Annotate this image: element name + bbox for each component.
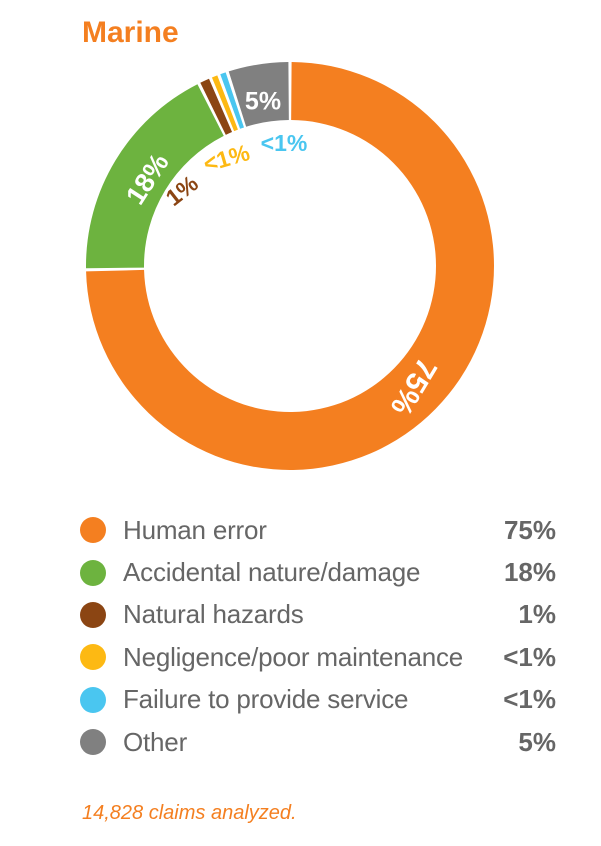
legend-item-failure-to-provide-service: Failure to provide service <1%: [80, 679, 556, 721]
legend-item-accidental-nature-damage: Accidental nature/damage 18%: [80, 551, 556, 593]
slice-negligence-poor-maintenance: [211, 75, 238, 132]
legend-swatch: [80, 559, 106, 586]
legend-label: Natural hazards: [123, 599, 304, 630]
donut-slices: [86, 62, 494, 471]
slice-failure-to-provide-service: [220, 72, 244, 129]
legend-item-negligence-poor-maintenance: Negligence/poor maintenance <1%: [80, 636, 556, 678]
slice-label-failure-to-provide-service: <1%: [261, 130, 308, 156]
legend-label: Accidental nature/damage: [123, 557, 421, 588]
legend-value: <1%: [503, 684, 556, 715]
legend-item-natural-hazards: Natural hazards 1%: [80, 594, 556, 636]
legend-label: Negligence/poor maintenance: [123, 641, 464, 672]
legend-item-human-error: Human error 75%: [80, 509, 556, 551]
legend-swatch: [80, 644, 106, 671]
legend-swatch: [80, 729, 106, 756]
legend-label: Failure to provide service: [123, 684, 409, 715]
legend-swatch: [80, 601, 106, 628]
legend-value: 75%: [503, 514, 556, 545]
legend-value: 18%: [503, 557, 556, 588]
legend-value: 5%: [518, 726, 556, 757]
slice-natural-hazards: [200, 78, 233, 135]
chart-legend: Human error 75% Accidental nature/damage 18…: [80, 509, 556, 763]
legend-item-other: Other 5%: [80, 721, 556, 763]
chart-title: Marine: [82, 16, 179, 49]
footnote: 14,828 claims analyzed.: [82, 802, 297, 824]
legend-swatch: [80, 517, 106, 544]
legend-label: Human error: [123, 514, 267, 545]
slice-label-other: 5%: [245, 88, 281, 116]
donut-chart: 75%18%1%<1% <1%5%: [86, 62, 494, 471]
legend-value: 1%: [518, 599, 556, 630]
slice-other: [228, 62, 289, 127]
legend-value: <1%: [503, 641, 556, 672]
slice-accidental-nature-damage: [86, 84, 224, 269]
legend-label: Other: [123, 726, 188, 757]
legend-swatch: [80, 686, 106, 713]
